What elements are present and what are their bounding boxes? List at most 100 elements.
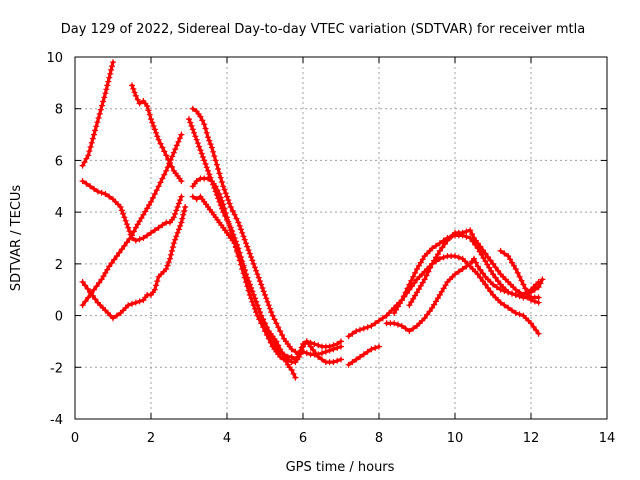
- data-point: [192, 133, 199, 140]
- data-point: [415, 262, 422, 269]
- data-point: [376, 343, 382, 350]
- data-point: [132, 299, 139, 306]
- data-point: [512, 286, 519, 293]
- data-point: [121, 214, 128, 221]
- data-point: [438, 288, 445, 295]
- data-point: [130, 228, 137, 235]
- data-point: [138, 215, 145, 221]
- data-point: [211, 153, 218, 160]
- data-point: [172, 146, 179, 153]
- data-point: [149, 194, 156, 201]
- data-point: [400, 293, 407, 300]
- data-point: [177, 222, 184, 229]
- data-point: [480, 255, 487, 261]
- data-point: [157, 179, 164, 186]
- data-point: [150, 123, 157, 129]
- data-point: [249, 257, 256, 264]
- data-point: [92, 296, 99, 303]
- data-point: [300, 341, 306, 347]
- data-point: [222, 190, 229, 197]
- data-point: [507, 256, 514, 263]
- data-point: [168, 163, 175, 170]
- data-point: [232, 243, 239, 250]
- data-point: [434, 295, 441, 302]
- data-point: [163, 167, 170, 174]
- data-point: [509, 290, 515, 297]
- data-point: [145, 107, 152, 114]
- data-point: [164, 262, 171, 269]
- data-point: [203, 164, 210, 171]
- data-point: [153, 187, 160, 194]
- data-point: [490, 281, 496, 288]
- data-point: [474, 271, 481, 278]
- data-point: [412, 292, 419, 299]
- data-point: [148, 229, 154, 236]
- data-point: [206, 171, 213, 178]
- data-point: [516, 311, 523, 318]
- data-point: [463, 228, 470, 235]
- data-point: [118, 207, 125, 214]
- data-point: [338, 356, 344, 363]
- data-point: [108, 66, 115, 73]
- data-point: [277, 328, 284, 335]
- axis-ticks: [74, 56, 608, 420]
- data-point: [173, 233, 180, 240]
- data-point: [482, 281, 489, 288]
- data-point: [203, 129, 210, 136]
- data-point: [512, 266, 519, 272]
- data-point: [149, 119, 156, 126]
- data-point: [424, 311, 431, 318]
- data-point: [408, 277, 415, 284]
- data-point: [178, 219, 185, 226]
- data-point: [189, 105, 196, 112]
- data-point: [153, 282, 160, 289]
- data-point: [267, 305, 274, 312]
- data-point: [436, 247, 443, 254]
- data-point: [182, 204, 189, 210]
- data-point: [123, 239, 130, 246]
- data-point: [226, 200, 233, 207]
- x-tick-labels: 0 2 4 6 8 10 12 14: [71, 431, 615, 446]
- data-point: [505, 253, 512, 260]
- data-point: [417, 282, 424, 289]
- data-point: [140, 211, 147, 218]
- data-point: [254, 302, 261, 309]
- data-point: [167, 255, 173, 262]
- data-point: [376, 317, 382, 324]
- data-point: [129, 232, 135, 239]
- data-point: [520, 281, 527, 288]
- data-point: [97, 106, 104, 113]
- data-point: [260, 288, 267, 295]
- data-point: [427, 264, 434, 271]
- data-point: [100, 273, 107, 280]
- y-tick-label: -4: [50, 413, 63, 428]
- data-point: [109, 63, 115, 70]
- data-point: [526, 293, 533, 300]
- data-point: [175, 138, 182, 145]
- data-point: [535, 294, 542, 301]
- data-point: [240, 233, 247, 240]
- data-point: [297, 347, 304, 354]
- data-point: [429, 260, 436, 267]
- data-point: [406, 302, 413, 309]
- data-point: [123, 221, 130, 228]
- data-point: [277, 353, 284, 360]
- x-tick-label: 14: [599, 431, 616, 446]
- data-point: [292, 374, 299, 381]
- data-point: [116, 249, 123, 256]
- data-point: [414, 289, 420, 296]
- data-point: [509, 307, 515, 314]
- data-point: [105, 78, 112, 85]
- data-point: [522, 285, 529, 292]
- data-point: [154, 278, 161, 285]
- data-point: [249, 288, 256, 295]
- data-point: [535, 284, 542, 291]
- data-point: [258, 281, 265, 288]
- data-point: [533, 327, 540, 334]
- data-point: [493, 284, 500, 291]
- data-point: [217, 194, 224, 201]
- data-point: [86, 148, 93, 155]
- data-point: [96, 279, 103, 286]
- plot-frame: [74, 56, 608, 420]
- data-point: [236, 222, 243, 229]
